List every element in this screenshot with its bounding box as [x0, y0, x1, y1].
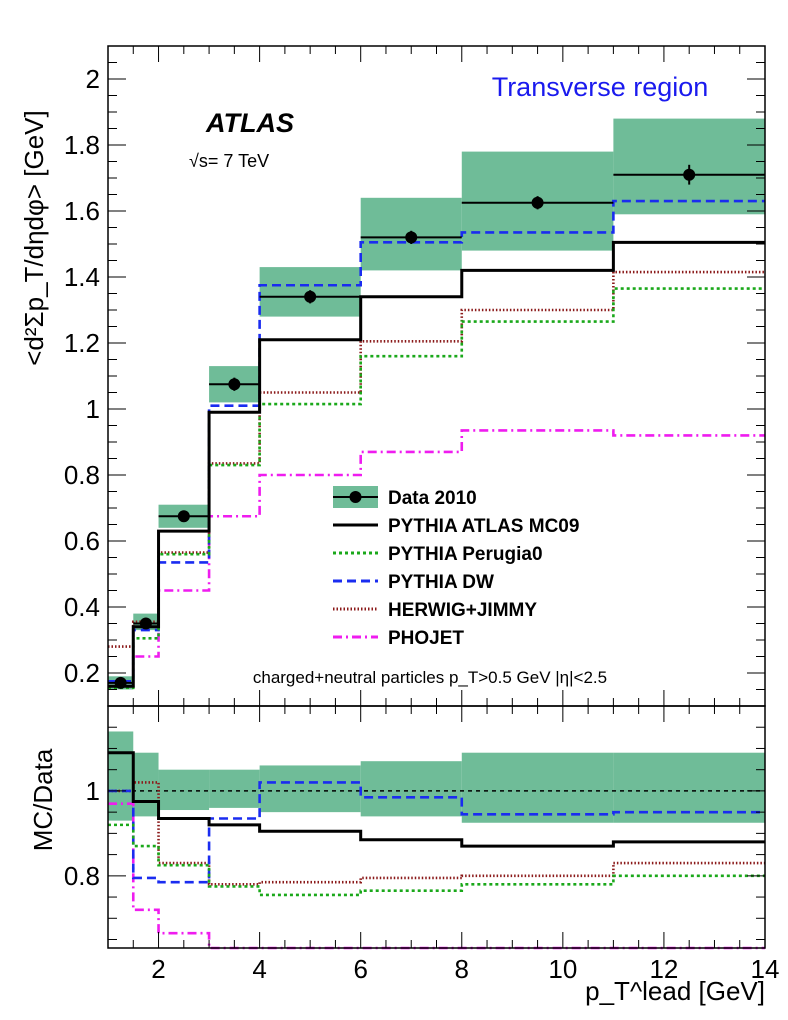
y-tick-label: 1.2: [64, 328, 100, 358]
data-point: [531, 196, 544, 209]
y-tick-label: 1.8: [64, 130, 100, 160]
ratio-band-bin: [360, 761, 462, 817]
legend-label-data: Data 2010: [388, 488, 477, 509]
data-point: [683, 168, 696, 181]
y-tick-label: 0.2: [64, 658, 100, 688]
x-axis-label: p_T^lead [GeV]: [585, 976, 765, 1006]
ratio-y-tick-label: 0.8: [64, 861, 100, 891]
axis-ticks: 2 4 6 8 10 12 14 0.2 0.4 0.6 0.8 1 1.2 1.4 1.6 1.8 2 0.8 1: [64, 45, 780, 984]
ratio-band-bin: [133, 752, 159, 817]
y-tick-label: 1.6: [64, 196, 100, 226]
y-axis-label: <d²Σp_T/dηdφ> [GeV]: [19, 110, 49, 366]
ratio-frame: [107, 705, 766, 949]
x-tick-label: 14: [751, 954, 780, 984]
data-point: [114, 676, 127, 689]
experiment-label: ATLAS: [205, 108, 294, 138]
legend: Data 2010 PYTHIA ATLAS MC09 PYTHIA Perugia…: [333, 486, 579, 649]
x-tick-label: 2: [151, 954, 165, 984]
legend-label-herwig-jimmy: HERWIG+JIMMY: [388, 600, 537, 621]
ratio-band-bin: [108, 731, 134, 821]
ratio-line-pythia-atlas-mc09: [108, 751, 765, 848]
data-point: [405, 231, 418, 244]
data-point: [139, 617, 152, 630]
ratio-y-axis-label: MC/Data: [28, 748, 58, 851]
series-line-pythia-perugia0: [108, 287, 765, 690]
x-tick-label: 4: [252, 954, 266, 984]
ratio-band-bin: [259, 765, 361, 813]
ratio-mc-lines: [108, 751, 765, 950]
y-tick-label: 0.8: [64, 460, 100, 490]
ratio-y-tick-label: 1: [86, 776, 100, 806]
legend-label-pythia-perugia0: PYTHIA Perugia0: [388, 544, 543, 565]
y-tick-label: 2: [86, 64, 100, 94]
data-points: [108, 164, 765, 689]
ratio-band-bin: [209, 769, 260, 808]
ratio-uncertainty-bands: [108, 731, 765, 823]
ratio-line-pythia-dw: [108, 781, 765, 884]
legend-label-phojet: PHOJET: [388, 628, 464, 649]
legend-label-pythia-atlas-mc09: PYTHIA ATLAS MC09: [388, 516, 579, 537]
y-tick-label: 0.6: [64, 526, 100, 556]
series-line-phojet: [108, 429, 765, 688]
selection-label: charged+neutral particles p_T>0.5 GeV |η…: [253, 668, 607, 687]
series-line-pythia-dw: [108, 199, 765, 683]
y-tick-label: 1.4: [64, 262, 100, 292]
data-point: [304, 290, 317, 303]
legend-label-pythia-dw: PYTHIA DW: [388, 572, 494, 593]
y-tick-label: 0.4: [64, 592, 100, 622]
x-tick-label: 10: [548, 954, 577, 984]
y-tick-label: 1: [86, 394, 100, 424]
ratio-band-bin: [461, 752, 614, 823]
x-tick-label: 12: [649, 954, 678, 984]
ratio-line-pythia-perugia0: [108, 823, 765, 897]
x-tick-label: 6: [353, 954, 367, 984]
ratio-line-phojet: [108, 802, 765, 950]
energy-label: √s= 7 TeV: [189, 151, 269, 171]
legend-swatch-data-marker: [349, 491, 362, 503]
chart-title: Transverse region: [492, 72, 709, 102]
x-tick-label: 8: [455, 954, 469, 984]
ratio-band-bin: [158, 769, 210, 811]
ratio-line-herwig-jimmy: [108, 781, 765, 886]
data-point: [228, 378, 241, 391]
data-point: [177, 510, 190, 523]
